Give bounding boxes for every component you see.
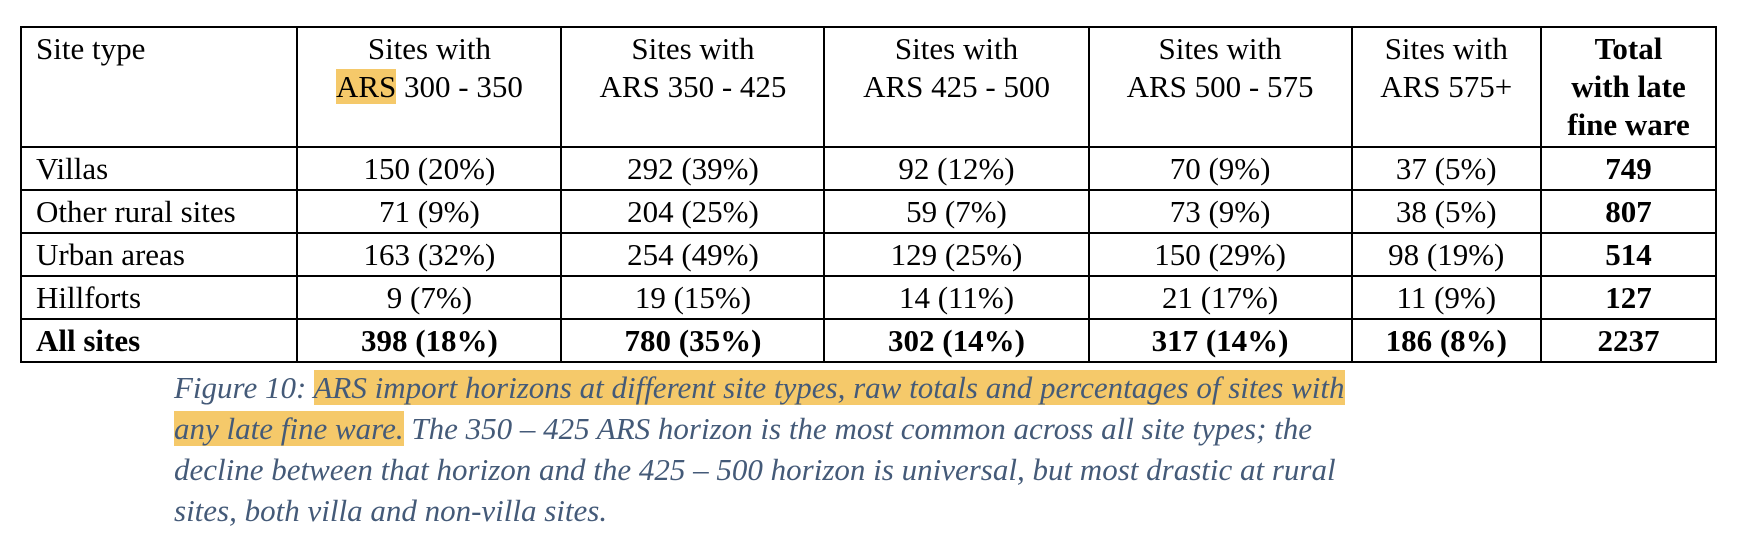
table-cell: 71 (9%) [296,189,563,234]
header-ars-350-425: Sites with ARS 350 - 425 [560,26,826,148]
table-cell: 292 (39%) [560,146,826,191]
table-cell: 70 (9%) [1087,146,1353,191]
table-cell: 150 (20%) [296,146,563,191]
header-ars-425-500: Sites with ARS 425 - 500 [823,26,1090,148]
header-ars-575-plus: Sites with ARS 575+ [1350,26,1542,148]
table-cell: 38 (5%) [1350,189,1542,234]
row-total: 127 [1539,275,1718,320]
header-ars-500-575: Sites with ARS 500 - 575 [1087,26,1353,148]
header-ars-300-350: Sites with ARS 300 - 350 [296,26,563,148]
row-label: Urban areas [19,232,299,277]
header-total: Total with late fine ware [1539,26,1718,148]
data-table-container: Site type Sites with ARS 300 - 350 Sites… [19,26,1718,363]
table-cell: 21 (17%) [1087,275,1353,320]
row-total: 807 [1539,189,1718,234]
row-label: Villas [19,146,299,191]
site-types-table: Site type Sites with ARS 300 - 350 Sites… [19,26,1718,363]
table-cell: 37 (5%) [1350,146,1542,191]
table-row-hillforts: Hillforts 9 (7%) 19 (15%) 14 (11%) 21 (1… [19,275,1718,320]
table-cell: 163 (32%) [296,232,563,277]
table-cell: 9 (7%) [296,275,563,320]
table-cell: 14 (11%) [823,275,1090,320]
table-cell: 19 (15%) [560,275,826,320]
table-row-villas: Villas 150 (20%) 292 (39%) 92 (12%) 70 (… [19,146,1718,191]
table-cell: 302 (14%) [823,318,1090,363]
row-total: 2237 [1539,318,1718,363]
caption-prefix: Figure 10: [174,370,314,405]
caption-text: decline between that horizon and the 425… [174,452,1336,487]
table-row-other-rural: Other rural sites 71 (9%) 204 (25%) 59 (… [19,189,1718,234]
row-total: 514 [1539,232,1718,277]
row-label: Hillforts [19,275,299,320]
caption-highlight: ARS import horizons at different site ty… [313,370,1345,405]
row-total: 749 [1539,146,1718,191]
header-site-type: Site type [19,26,299,148]
row-label: All sites [19,318,299,363]
highlighted-text: ARS [335,69,397,104]
table-row-all-sites: All sites 398 (18%) 780 (35%) 302 (14%) … [19,318,1718,363]
table-cell: 129 (25%) [823,232,1090,277]
table-cell: 59 (7%) [823,189,1090,234]
table-cell: 780 (35%) [560,318,826,363]
figure-caption: Figure 10: ARS import horizons at differ… [174,367,1594,531]
table-cell: 73 (9%) [1087,189,1353,234]
table-header-row: Site type Sites with ARS 300 - 350 Sites… [19,26,1718,148]
table-cell: 204 (25%) [560,189,826,234]
table-row-urban: Urban areas 163 (32%) 254 (49%) 129 (25%… [19,232,1718,277]
table-cell: 98 (19%) [1350,232,1542,277]
row-label: Other rural sites [19,189,299,234]
caption-text: sites, both villa and non-villa sites. [174,493,608,528]
table-cell: 254 (49%) [560,232,826,277]
table-cell: 150 (29%) [1087,232,1353,277]
table-cell: 398 (18%) [296,318,563,363]
table-cell: 92 (12%) [823,146,1090,191]
caption-highlight: any late fine ware. [174,411,404,446]
table-cell: 186 (8%) [1350,318,1542,363]
table-cell: 317 (14%) [1087,318,1353,363]
caption-text: The 350 – 425 ARS horizon is the most co… [403,411,1313,446]
table-cell: 11 (9%) [1350,275,1542,320]
